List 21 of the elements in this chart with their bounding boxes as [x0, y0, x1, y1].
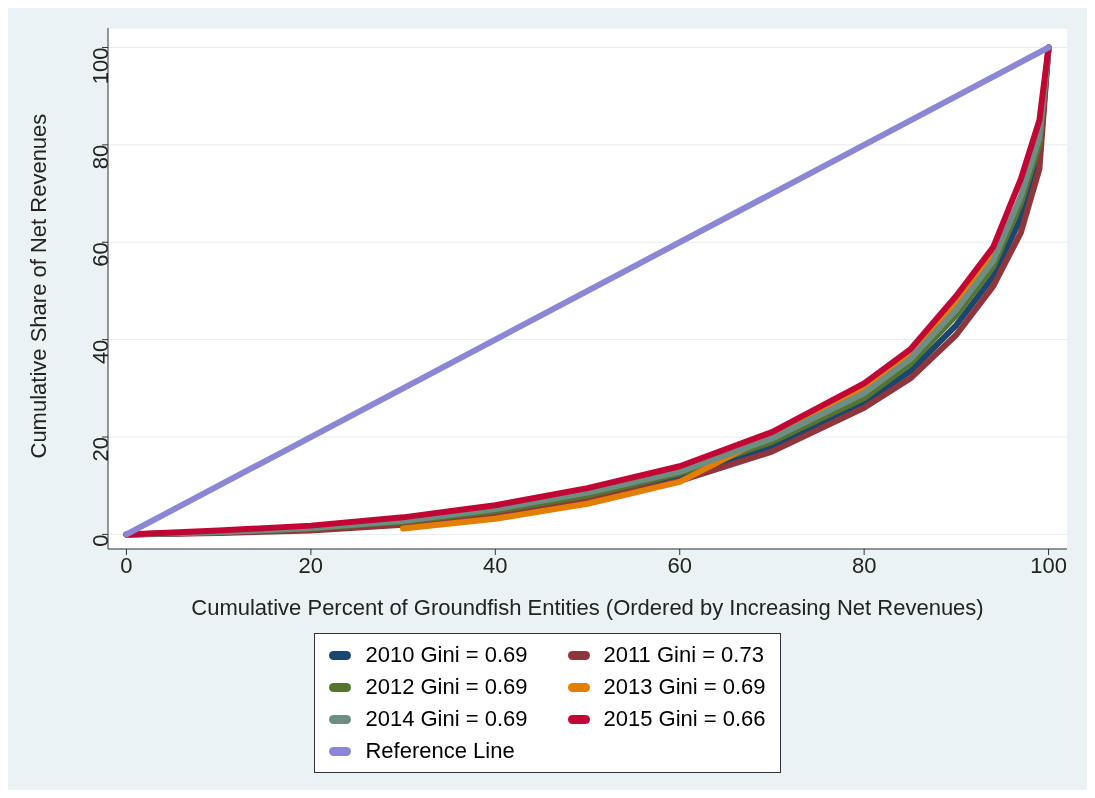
legend-label: Reference Line	[364, 738, 516, 764]
x-axis-title: Cumulative Percent of Groundfish Entities (Ordered by Increasing Net Revenues)	[191, 595, 984, 620]
x-tick-label: 80	[851, 552, 877, 578]
y-tick-label: 100	[87, 47, 113, 85]
x-tick-label: 100	[1030, 552, 1067, 578]
x-tick-label: 60	[667, 552, 692, 578]
legend-label: 2015 Gini = 0.66	[602, 706, 766, 732]
y-tick-label: 60	[87, 242, 113, 267]
legend-label: 2014 Gini = 0.69	[364, 706, 528, 732]
y-tick-label: 40	[87, 339, 113, 365]
y-axis-title: Cumulative Share of Net Revenues	[25, 113, 51, 459]
legend-label: 2012 Gini = 0.69	[364, 674, 528, 700]
legend-label: 2010 Gini = 0.69	[364, 642, 528, 668]
x-tick-label: 20	[298, 552, 324, 578]
y-tick-label: 80	[87, 144, 113, 170]
legend-label: 2011 Gini = 0.73	[602, 642, 765, 668]
legend-label: 2013 Gini = 0.69	[602, 674, 766, 700]
y-tick-label: 20	[87, 437, 113, 462]
x-tick-label: 40	[483, 552, 508, 578]
x-tick-label: 0	[120, 552, 133, 578]
y-tick-label: 0	[87, 534, 113, 547]
